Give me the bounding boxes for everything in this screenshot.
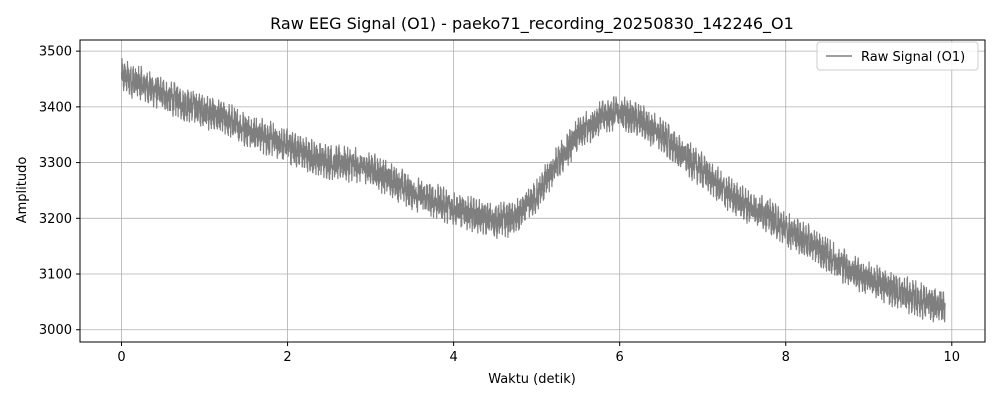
- y-axis-label: Amplitudo: [15, 157, 30, 224]
- legend-label: Raw Signal (O1): [861, 50, 965, 65]
- y-tick-label: 3200: [39, 212, 72, 227]
- y-tick-label: 3300: [39, 156, 72, 171]
- grid: [80, 40, 985, 342]
- axes-frame: [79, 39, 986, 343]
- x-axis-ticks: 0 2 4 6 8 10: [117, 342, 960, 365]
- x-tick-label: 6: [616, 350, 624, 365]
- legend: Raw Signal (O1): [816, 41, 979, 71]
- x-axis-label: Waktu (detik): [488, 372, 576, 387]
- x-tick-label: 0: [117, 350, 125, 365]
- y-tick-label: 3500: [39, 45, 72, 60]
- y-tick-label: 3400: [39, 100, 72, 115]
- legend-box: [816, 41, 979, 71]
- signal-series: [120, 58, 946, 323]
- signal-line: [120, 58, 946, 323]
- y-tick-label: 3100: [39, 268, 72, 283]
- chart-title: Raw EEG Signal (O1) - paeko71_recording_…: [270, 14, 794, 34]
- x-tick-label: 10: [944, 350, 961, 365]
- y-axis-ticks: 3000 3100 3200 3300 3400 3500: [39, 45, 80, 338]
- y-tick-label: 3000: [39, 323, 72, 338]
- x-tick-label: 8: [782, 350, 790, 365]
- x-tick-label: 2: [283, 350, 291, 365]
- x-tick-label: 4: [449, 350, 457, 365]
